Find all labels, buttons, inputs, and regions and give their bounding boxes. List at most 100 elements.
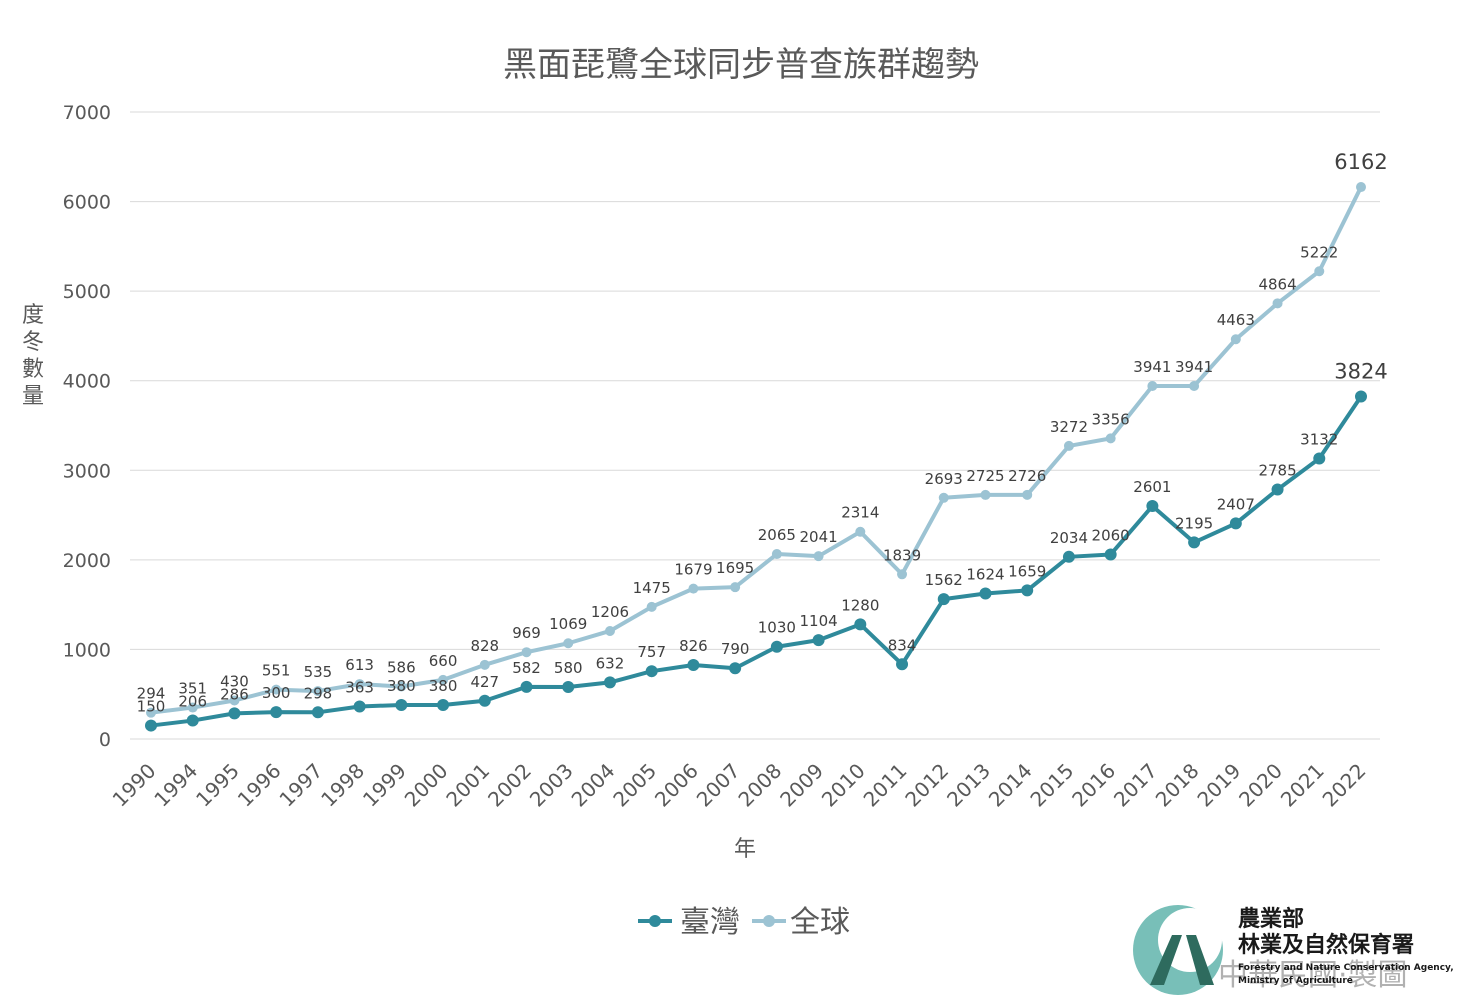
data-point bbox=[1314, 266, 1325, 277]
logo-line3: Forestry and Nature Conservation Agency, bbox=[1238, 963, 1454, 973]
data-label: 660 bbox=[429, 652, 458, 670]
data-point bbox=[646, 601, 657, 612]
data-point bbox=[1147, 380, 1158, 391]
x-tick-label: 1994 bbox=[149, 759, 202, 812]
data-label: 757 bbox=[637, 643, 666, 661]
data-label: 206 bbox=[178, 693, 207, 711]
logo-line4: Ministry of Agriculture bbox=[1238, 976, 1353, 986]
data-label: 3272 bbox=[1050, 418, 1088, 436]
x-tick-label: 2021 bbox=[1276, 759, 1329, 812]
data-label: 380 bbox=[429, 677, 458, 695]
data-label: 1475 bbox=[633, 579, 671, 597]
data-label: 2726 bbox=[1008, 467, 1046, 485]
data-point bbox=[1022, 489, 1033, 500]
data-point bbox=[311, 706, 324, 719]
data-label: 2693 bbox=[925, 470, 963, 488]
legend-item-global: 全球 bbox=[752, 905, 850, 940]
data-point bbox=[1271, 483, 1284, 496]
data-point bbox=[896, 658, 909, 671]
x-tick-label: 2020 bbox=[1234, 759, 1287, 812]
data-point bbox=[438, 674, 449, 685]
x-tick-label: 2003 bbox=[525, 759, 578, 812]
data-label: 286 bbox=[220, 685, 249, 703]
data-label: 2041 bbox=[799, 528, 837, 546]
x-axis-ticks: 1990199419951996199719981999200020012002… bbox=[108, 759, 1371, 812]
data-label: 3132 bbox=[1300, 430, 1338, 448]
data-label: 150 bbox=[137, 698, 166, 716]
data-label: 427 bbox=[470, 673, 499, 691]
data-label: 1659 bbox=[1008, 562, 1046, 580]
data-label: 430 bbox=[220, 672, 249, 690]
x-tick-label: 2007 bbox=[692, 759, 745, 812]
data-point bbox=[771, 549, 782, 560]
data-label: 1679 bbox=[674, 561, 712, 579]
data-label: 363 bbox=[345, 678, 374, 696]
legend-label-taiwan: 臺灣 bbox=[680, 905, 740, 940]
data-label: 2785 bbox=[1258, 462, 1296, 480]
x-tick-label: 1995 bbox=[191, 759, 244, 812]
data-point bbox=[938, 492, 949, 503]
data-point bbox=[228, 707, 241, 720]
data-point bbox=[729, 662, 742, 675]
data-label: 586 bbox=[387, 659, 416, 677]
data-point bbox=[396, 681, 407, 692]
data-label: 826 bbox=[679, 637, 708, 655]
x-tick-label: 2015 bbox=[1025, 759, 1078, 812]
data-point bbox=[687, 659, 700, 672]
data-point bbox=[1272, 298, 1283, 309]
y-tick-label: 7000 bbox=[63, 102, 111, 124]
data-label: 1069 bbox=[549, 615, 587, 633]
data-point bbox=[145, 719, 157, 732]
y-tick-label: 5000 bbox=[63, 281, 111, 303]
data-point bbox=[437, 698, 450, 711]
agency-logo: 農業部 林業及自然保育署 Forestry and Nature Conserv… bbox=[1133, 905, 1454, 995]
x-tick-label: 2005 bbox=[608, 759, 661, 812]
data-label: 298 bbox=[304, 684, 333, 702]
data-label: 551 bbox=[262, 662, 291, 680]
data-label: 2601 bbox=[1133, 478, 1171, 496]
data-point bbox=[562, 681, 575, 694]
data-label: 4463 bbox=[1217, 311, 1255, 329]
data-label: 3356 bbox=[1092, 410, 1130, 428]
data-label: 294 bbox=[137, 685, 166, 703]
data-label: 1206 bbox=[591, 603, 629, 621]
data-point bbox=[1146, 500, 1159, 513]
x-tick-label: 2012 bbox=[900, 759, 953, 812]
data-point bbox=[1189, 380, 1200, 391]
data-point bbox=[1063, 440, 1074, 451]
data-point bbox=[897, 569, 908, 580]
data-label: 2725 bbox=[966, 467, 1004, 485]
x-tick-label: 1990 bbox=[108, 759, 161, 812]
x-tick-label: 2022 bbox=[1318, 759, 1371, 812]
data-point bbox=[186, 714, 199, 727]
data-label: 582 bbox=[512, 659, 541, 677]
x-tick-label: 2008 bbox=[733, 759, 786, 812]
data-point bbox=[1021, 584, 1034, 597]
data-point bbox=[979, 587, 992, 600]
x-tick-label: 2017 bbox=[1109, 759, 1162, 812]
watermark: 中華民國·製圖 bbox=[1218, 958, 1408, 993]
x-tick-label: 2002 bbox=[483, 759, 536, 812]
x-tick-label: 2010 bbox=[817, 759, 870, 812]
data-point bbox=[478, 694, 491, 707]
data-label: 613 bbox=[345, 656, 374, 674]
data-label: 2314 bbox=[841, 504, 879, 522]
data-label: 2195 bbox=[1175, 514, 1213, 532]
data-point bbox=[688, 583, 699, 594]
data-point bbox=[229, 695, 240, 706]
x-tick-label: 2014 bbox=[984, 759, 1037, 812]
data-label: 1030 bbox=[758, 619, 796, 637]
data-point bbox=[270, 706, 283, 719]
legend-label-global: 全球 bbox=[790, 905, 850, 940]
y-tick-label: 1000 bbox=[63, 639, 111, 661]
x-tick-label: 2009 bbox=[775, 759, 828, 812]
data-label: 1104 bbox=[799, 612, 837, 630]
y-axis-title-char: 度 bbox=[22, 303, 44, 328]
data-label: 632 bbox=[596, 654, 625, 672]
data-point bbox=[187, 702, 198, 713]
x-tick-label: 2016 bbox=[1067, 759, 1120, 812]
y-tick-label: 6000 bbox=[63, 192, 111, 214]
data-point bbox=[1229, 517, 1242, 530]
data-point bbox=[271, 684, 282, 695]
x-tick-label: 2018 bbox=[1151, 759, 1204, 812]
